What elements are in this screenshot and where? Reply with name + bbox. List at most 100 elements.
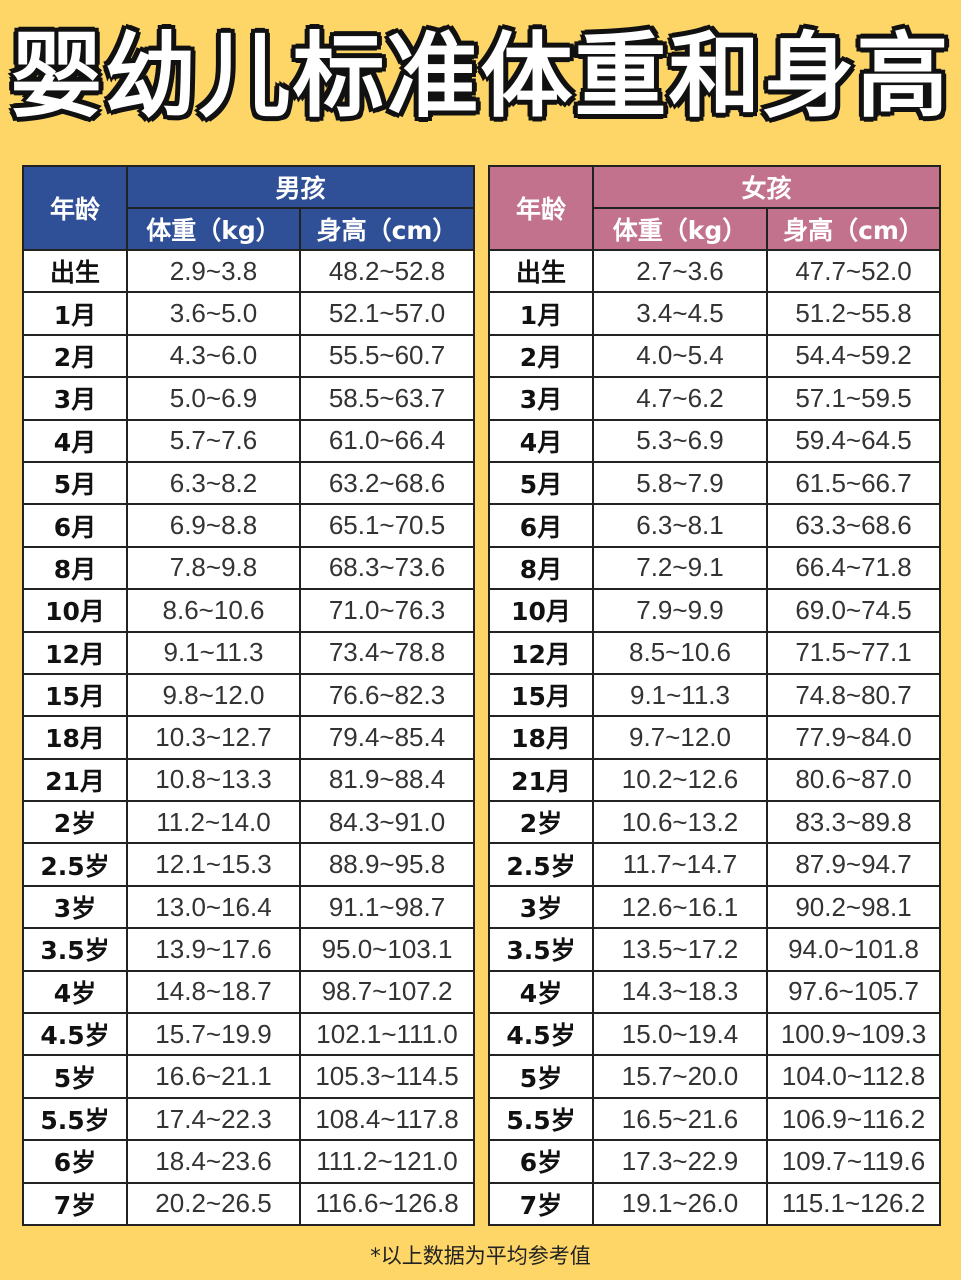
height-column-header: 身高（cm） bbox=[298, 207, 476, 251]
table-row: 5.5岁 17.4~22.3 108.4~117.8 bbox=[22, 1096, 476, 1142]
weight-cell: 5.8~7.9 bbox=[592, 460, 768, 506]
height-cell: 73.4~78.8 bbox=[298, 630, 476, 675]
table-row: 6岁 18.4~23.6 111.2~121.0 bbox=[22, 1139, 476, 1184]
weight-cell: 4.7~6.2 bbox=[592, 376, 768, 421]
age-cell: 7岁 bbox=[488, 1181, 594, 1226]
age-cell: 3.5岁 bbox=[488, 927, 594, 972]
table-row: 3.5岁 13.5~17.2 94.0~101.8 bbox=[488, 927, 942, 972]
height-cell: 115.1~126.2 bbox=[765, 1181, 942, 1226]
height-cell: 91.1~98.7 bbox=[298, 884, 476, 930]
height-cell: 65.1~70.5 bbox=[298, 503, 476, 548]
footnote: *以上数据为平均参考值 bbox=[370, 1244, 591, 1268]
table-row: 6岁 17.3~22.9 109.7~119.6 bbox=[488, 1139, 942, 1184]
table-row: 21月 10.8~13.3 81.9~88.4 bbox=[22, 757, 476, 803]
weight-cell: 8.5~10.6 bbox=[592, 630, 768, 675]
weight-cell: 13.0~16.4 bbox=[126, 884, 301, 930]
page-title: 婴幼儿标准体重和身高 bbox=[9, 22, 951, 132]
girls-table: 年龄 女孩 体重（kg） 身高（cm） 出生 2.7~3.6 47.7~52.0 1月… bbox=[488, 165, 942, 1226]
age-cell: 1月 bbox=[488, 291, 594, 336]
table-row: 4岁 14.8~18.7 98.7~107.2 bbox=[22, 969, 476, 1015]
age-cell: 15月 bbox=[22, 672, 128, 718]
age-cell: 4月 bbox=[488, 418, 594, 463]
weight-cell: 7.8~9.8 bbox=[126, 545, 301, 591]
weight-cell: 5.0~6.9 bbox=[126, 376, 301, 421]
height-cell: 90.2~98.1 bbox=[765, 884, 942, 930]
table-row: 10月 8.6~10.6 71.0~76.3 bbox=[22, 588, 476, 633]
height-cell: 109.7~119.6 bbox=[765, 1139, 942, 1184]
weight-cell: 10.2~12.6 bbox=[592, 757, 768, 803]
height-cell: 83.3~89.8 bbox=[765, 800, 942, 845]
weight-cell: 18.4~23.6 bbox=[126, 1139, 301, 1184]
table-row: 18月 9.7~12.0 77.9~84.0 bbox=[488, 715, 942, 760]
table-row: 1月 3.4~4.5 51.2~55.8 bbox=[488, 291, 942, 336]
age-cell: 2.5岁 bbox=[488, 842, 594, 887]
age-cell: 3月 bbox=[22, 376, 128, 421]
weight-cell: 14.3~18.3 bbox=[592, 969, 768, 1015]
height-cell: 84.3~91.0 bbox=[298, 800, 476, 845]
height-cell: 48.2~52.8 bbox=[298, 248, 476, 294]
table-row: 5月 6.3~8.2 63.2~68.6 bbox=[22, 460, 476, 506]
girls-table-body: 出生 2.7~3.6 47.7~52.0 1月 3.4~4.5 51.2~55.8 2月 4.… bbox=[488, 248, 942, 1226]
weight-cell: 13.9~17.6 bbox=[126, 927, 301, 972]
age-cell: 出生 bbox=[22, 248, 128, 294]
age-cell: 6月 bbox=[22, 503, 128, 548]
table-row: 2岁 11.2~14.0 84.3~91.0 bbox=[22, 800, 476, 845]
weight-cell: 6.9~8.8 bbox=[126, 503, 301, 548]
age-cell: 15月 bbox=[488, 672, 594, 718]
boys-group-header: 男孩 bbox=[125, 165, 476, 209]
table-row: 4.5岁 15.0~19.4 100.9~109.3 bbox=[488, 1012, 942, 1057]
age-cell: 18月 bbox=[22, 715, 128, 760]
height-cell: 61.5~66.7 bbox=[765, 460, 942, 506]
age-cell: 5岁 bbox=[22, 1054, 128, 1099]
table-row: 4岁 14.3~18.3 97.6~105.7 bbox=[488, 969, 942, 1015]
age-cell: 3.5岁 bbox=[22, 927, 128, 972]
table-row: 2岁 10.6~13.2 83.3~89.8 bbox=[488, 800, 942, 845]
age-cell: 1月 bbox=[22, 291, 128, 336]
table-row: 5月 5.8~7.9 61.5~66.7 bbox=[488, 460, 942, 506]
age-cell: 8月 bbox=[488, 545, 594, 591]
weight-cell: 6.3~8.1 bbox=[592, 503, 768, 548]
weight-cell: 3.4~4.5 bbox=[592, 291, 768, 336]
weight-cell: 4.0~5.4 bbox=[592, 333, 768, 379]
weight-cell: 15.0~19.4 bbox=[592, 1012, 768, 1057]
table-row: 18月 10.3~12.7 79.4~85.4 bbox=[22, 715, 476, 760]
weight-cell: 7.9~9.9 bbox=[592, 588, 768, 633]
height-cell: 63.2~68.6 bbox=[298, 460, 476, 506]
height-cell: 116.6~126.8 bbox=[298, 1181, 476, 1226]
height-cell: 57.1~59.5 bbox=[765, 376, 942, 421]
table-row: 6月 6.3~8.1 63.3~68.6 bbox=[488, 503, 942, 548]
height-cell: 100.9~109.3 bbox=[765, 1012, 942, 1057]
height-cell: 74.8~80.7 bbox=[765, 672, 942, 718]
table-row: 1月 3.6~5.0 52.1~57.0 bbox=[22, 291, 476, 336]
age-cell: 出生 bbox=[488, 248, 594, 294]
weight-cell: 11.2~14.0 bbox=[126, 800, 301, 845]
weight-cell: 2.9~3.8 bbox=[126, 248, 301, 294]
weight-cell: 16.5~21.6 bbox=[592, 1096, 768, 1142]
height-cell: 98.7~107.2 bbox=[298, 969, 476, 1015]
boys-table: 年龄 男孩 体重（kg） 身高（cm） 出生 2.9~3.8 48.2~52.8 1月… bbox=[22, 165, 476, 1226]
table-row: 5.5岁 16.5~21.6 106.9~116.2 bbox=[488, 1096, 942, 1142]
height-cell: 63.3~68.6 bbox=[765, 503, 942, 548]
weight-cell: 17.3~22.9 bbox=[592, 1139, 768, 1184]
height-cell: 77.9~84.0 bbox=[765, 715, 942, 760]
table-row: 出生 2.7~3.6 47.7~52.0 bbox=[488, 248, 942, 294]
weight-cell: 17.4~22.3 bbox=[126, 1096, 301, 1142]
weight-cell: 11.7~14.7 bbox=[592, 842, 768, 887]
table-row: 2月 4.0~5.4 54.4~59.2 bbox=[488, 333, 942, 379]
age-cell: 4.5岁 bbox=[488, 1012, 594, 1057]
table-row: 21月 10.2~12.6 80.6~87.0 bbox=[488, 757, 942, 803]
height-cell: 108.4~117.8 bbox=[298, 1096, 476, 1142]
table-row: 3月 4.7~6.2 57.1~59.5 bbox=[488, 376, 942, 421]
table-row: 2.5岁 12.1~15.3 88.9~95.8 bbox=[22, 842, 476, 887]
height-cell: 79.4~85.4 bbox=[298, 715, 476, 760]
table-row: 4月 5.3~6.9 59.4~64.5 bbox=[488, 418, 942, 463]
height-cell: 71.5~77.1 bbox=[765, 630, 942, 675]
height-cell: 69.0~74.5 bbox=[765, 588, 942, 633]
age-cell: 8月 bbox=[22, 545, 128, 591]
age-cell: 10月 bbox=[488, 588, 594, 633]
weight-cell: 10.8~13.3 bbox=[126, 757, 301, 803]
height-cell: 58.5~63.7 bbox=[298, 376, 476, 421]
age-cell: 5月 bbox=[22, 460, 128, 506]
weight-cell: 9.1~11.3 bbox=[592, 672, 768, 718]
weight-cell: 4.3~6.0 bbox=[126, 333, 301, 379]
